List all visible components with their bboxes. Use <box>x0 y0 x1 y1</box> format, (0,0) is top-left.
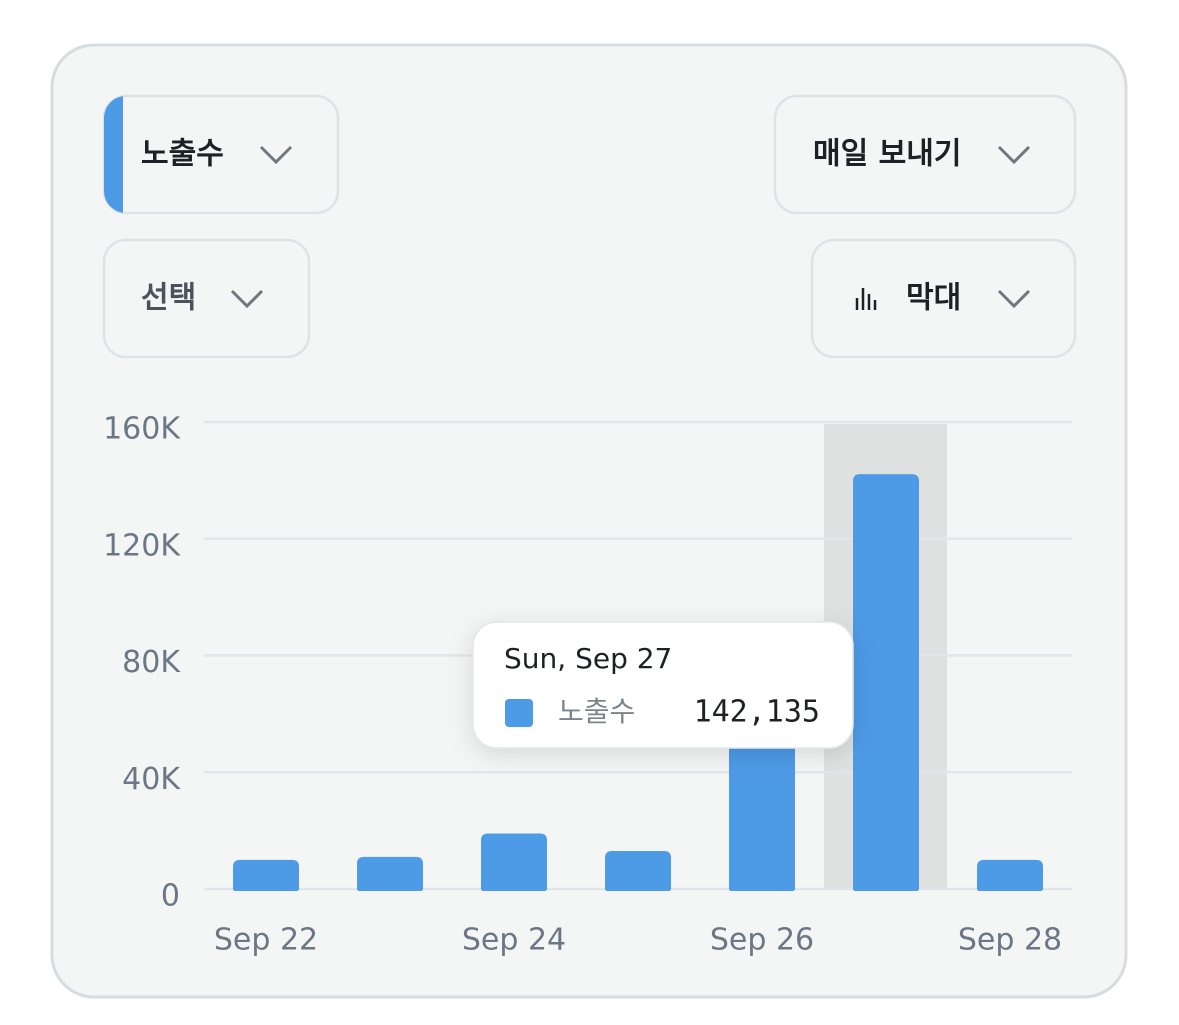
tooltip-title: Sun, Sep 27 <box>504 642 672 675</box>
bar <box>853 474 919 891</box>
bar <box>233 859 299 891</box>
bar <box>481 833 547 891</box>
dropdown-label: 매일 보내기 <box>813 137 961 172</box>
filter-dropdown[interactable]: 선택 <box>102 238 311 359</box>
y-tick-label: 120K <box>103 528 181 563</box>
tooltip-value: 142,135 <box>694 695 820 730</box>
chevron <box>230 289 264 309</box>
y-tick-label: 80K <box>122 645 181 680</box>
x-tick-label: Sep 22 <box>214 923 318 958</box>
dropdown-box[interactable] <box>810 238 1077 359</box>
metric-color <box>104 96 123 213</box>
dropdown-label: 막대 <box>906 281 961 316</box>
schedule-dropdown[interactable]: 매일 보내기 <box>773 94 1077 215</box>
chevron <box>997 145 1031 165</box>
tooltip: Sun, Sep 27 노출수 142,135 <box>472 621 854 749</box>
y-tick-label: 40K <box>122 762 181 797</box>
bar-icon <box>855 288 877 310</box>
bar <box>729 728 795 891</box>
tooltip-box <box>472 621 854 749</box>
x-tick-label: Sep 28 <box>958 923 1062 958</box>
dropdown-box[interactable] <box>773 94 1077 215</box>
bar <box>977 859 1043 891</box>
tooltip-series: 노출수 <box>558 695 635 728</box>
dropdown-box[interactable] <box>102 238 311 359</box>
tooltip-swatch <box>505 699 533 727</box>
dropdown-label: 노출수 <box>141 137 224 172</box>
bar <box>357 856 423 891</box>
bar <box>605 851 671 891</box>
view-dropdown[interactable]: 막대 <box>810 238 1077 359</box>
chevron <box>997 289 1031 309</box>
x-tick-label: Sep 26 <box>710 923 814 958</box>
dropdown-label: 선택 <box>141 281 196 316</box>
metric-dropdown[interactable]: 노출수 <box>102 94 340 215</box>
y-tick-label: 0 <box>161 879 180 914</box>
chevron <box>259 145 293 165</box>
x-tick-label: Sep 24 <box>462 923 566 958</box>
y-tick-label: 160K <box>103 412 181 447</box>
